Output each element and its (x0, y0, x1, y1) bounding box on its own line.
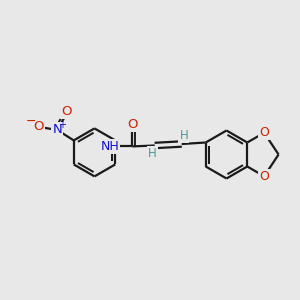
Text: H: H (179, 129, 188, 142)
Text: O: O (61, 105, 71, 118)
Text: O: O (259, 170, 269, 183)
Text: N: N (52, 123, 62, 136)
Text: O: O (259, 126, 269, 139)
Text: NH: NH (100, 140, 119, 153)
Text: O: O (127, 118, 137, 131)
Text: O: O (33, 120, 44, 134)
Text: H: H (148, 147, 157, 160)
Text: +: + (58, 120, 66, 130)
Text: −: − (26, 115, 37, 128)
